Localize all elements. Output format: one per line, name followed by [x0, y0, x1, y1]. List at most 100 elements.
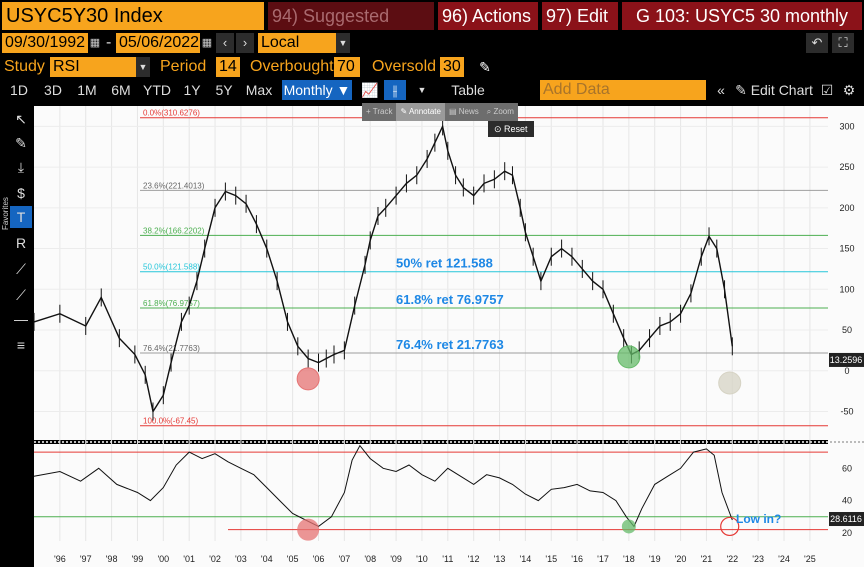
retracement-annotation: 76.4% ret 21.7763: [396, 337, 504, 352]
x-tick-label: '03: [235, 554, 247, 564]
gear-icon[interactable]: ⚙: [842, 82, 856, 98]
rsi-highlight-circle: [720, 516, 740, 537]
x-tick-label: '17: [597, 554, 609, 564]
range-button-6m[interactable]: 6M: [111, 82, 131, 98]
chart-area[interactable]: '96 '97 '98 '99 '00 '01 '02 '03 '04 '05 '06 '07 '08 '…: [0, 104, 864, 567]
x-tick-label: '98: [106, 554, 118, 564]
fib-level-label: 50.0%(121.588): [143, 263, 200, 272]
r-tool-icon[interactable]: R: [15, 235, 27, 251]
x-axis-bg: [34, 541, 828, 567]
frequency-select[interactable]: Monthly ▼: [282, 80, 352, 100]
cursor-icon[interactable]: ↖: [15, 111, 27, 127]
table-button[interactable]: Table: [451, 82, 485, 98]
x-tick-label: '06: [313, 554, 325, 564]
range-button-1y[interactable]: 1Y: [183, 82, 201, 98]
study-select[interactable]: RSI: [50, 57, 136, 77]
retracement-annotation: 50% ret 121.588: [396, 255, 493, 270]
x-tick-label: '09: [390, 554, 402, 564]
x-tick-label: '02: [209, 554, 221, 564]
dollar-tool-icon[interactable]: $: [17, 185, 25, 201]
y-tick-label: 200: [839, 203, 854, 213]
start-date-field[interactable]: 09/30/1992: [2, 33, 88, 53]
rsi-annotation: Low in?: [736, 512, 781, 526]
oversold-field[interactable]: 30: [440, 57, 464, 77]
title-bar: USYC5Y30 Index 94) Suggested Charts 96) …: [0, 0, 864, 54]
suggested-charts-menu[interactable]: 94) Suggested Charts: [268, 2, 434, 54]
next-arrow-icon[interactable]: ›: [236, 33, 254, 53]
study-label: Study: [4, 58, 45, 75]
fib-level-label: 100.0%(-67.45): [143, 417, 198, 426]
settings-icon[interactable]: ☑: [820, 82, 834, 98]
y-tick-label: 250: [839, 162, 854, 172]
highlight-circle: [617, 345, 641, 369]
horizontal-line-icon[interactable]: —: [14, 311, 28, 327]
annotate-tool[interactable]: ✎ Annotate: [396, 103, 445, 121]
range-button-ytd[interactable]: YTD: [143, 82, 171, 98]
x-tick-label: '20: [675, 554, 687, 564]
zoom-tool[interactable]: ⌕ Zoom: [486, 107, 514, 116]
chevron-down-icon[interactable]: ▼: [336, 33, 350, 53]
trendline-icon[interactable]: ⟋: [16, 261, 26, 277]
date-separator: -: [106, 34, 112, 51]
main-panel-bg: [34, 106, 828, 440]
last-value-box: [829, 352, 864, 367]
calendar-icon[interactable]: ▦: [201, 37, 213, 49]
channel-icon[interactable]: ⟋: [16, 287, 26, 303]
overbought-field[interactable]: 70: [334, 57, 360, 77]
fib-tool-icon[interactable]: T: [10, 206, 32, 228]
x-tick-label: '22: [726, 554, 738, 564]
fib-level-label: 0.0%(310.6276): [143, 109, 200, 118]
news-tool[interactable]: ▤ News: [448, 107, 479, 116]
prev-arrow-icon[interactable]: ‹: [216, 33, 234, 53]
rsi-y-tick-label: 40: [842, 496, 852, 506]
range-button-1d[interactable]: 1D: [10, 82, 28, 98]
x-tick-label: '07: [338, 554, 350, 564]
oversold-label: Oversold: [372, 58, 437, 75]
y-tick-label: 150: [839, 244, 854, 254]
track-tool[interactable]: + Track: [366, 107, 393, 116]
pen-icon[interactable]: ✎: [15, 135, 27, 151]
range-button-5y[interactable]: 5Y: [215, 82, 233, 98]
chevron-down-icon[interactable]: ▼: [136, 57, 150, 77]
fullscreen-icon[interactable]: ⛶: [832, 33, 854, 53]
chevron-down-icon[interactable]: ▼: [417, 85, 427, 95]
range-button-1m[interactable]: 1M: [77, 82, 97, 98]
rsi-highlight-circle: [621, 519, 636, 534]
period-field[interactable]: 14: [216, 57, 240, 77]
edit-menu[interactable]: 97) Edit: [542, 2, 618, 30]
range-button-3d[interactable]: 3D: [44, 82, 62, 98]
x-tick-label: '23: [752, 554, 764, 564]
x-tick-label: '08: [364, 554, 376, 564]
reset-button[interactable]: ⊙ Reset: [488, 121, 534, 137]
undo-icon[interactable]: ↶: [806, 33, 828, 53]
add-data-input[interactable]: Add Data: [540, 80, 706, 100]
rsi-last-value-label: 28.6116: [830, 514, 862, 524]
x-tick-label: '05: [287, 554, 299, 564]
collapse-icon[interactable]: «: [717, 82, 725, 98]
last-value-label: 13.2596: [830, 355, 863, 365]
favorites-label[interactable]: Favorites: [1, 197, 10, 230]
chart-toolbar: 1D 3D 1M 6M YTD 1Y 5Y Max Monthly ▼ 📈 ⫲ ▼ Table…: [0, 80, 864, 102]
rsi-panel-bg: [34, 444, 828, 541]
x-tick-label: '14: [520, 554, 532, 564]
calendar-icon[interactable]: ▦: [89, 37, 101, 49]
x-tick-label: '13: [494, 554, 506, 564]
multi-line-icon[interactable]: ≡: [16, 337, 26, 353]
x-tick-label: '01: [183, 554, 195, 564]
chart-svg[interactable]: '96 '97 '98 '99 '00 '01 '02 '03 '04 '05 '06 '07 '08 '…: [0, 104, 864, 567]
ticker-field[interactable]: USYC5Y30 Index: [2, 2, 264, 30]
edit-chart-button[interactable]: ✎ Edit Chart: [735, 82, 813, 98]
line-chart-icon[interactable]: 📈: [361, 82, 379, 98]
fib-level-label: 38.2%(166.2202): [143, 226, 205, 235]
percent-tool-icon[interactable]: ⤓: [17, 159, 25, 175]
end-date-field[interactable]: 05/06/2022: [116, 33, 200, 53]
currency-select[interactable]: Local CCY: [258, 33, 336, 71]
pencil-icon[interactable]: ✎: [479, 59, 491, 75]
range-button-max[interactable]: Max: [245, 82, 273, 98]
actions-menu[interactable]: 96) Actions: [438, 2, 538, 30]
retracement-annotation: 61.8% ret 76.9757: [396, 292, 504, 307]
x-tick-label: '21: [701, 554, 713, 564]
crosshair-icon[interactable]: ⫲: [384, 80, 406, 100]
y-tick-label: 50: [842, 325, 852, 335]
y-tick-label: 0: [844, 366, 849, 376]
